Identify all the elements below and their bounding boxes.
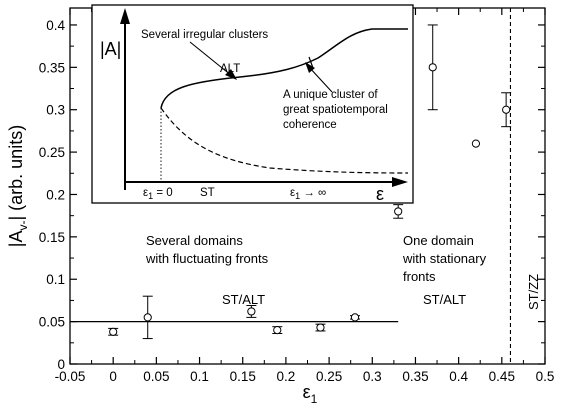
data-point	[501, 92, 512, 128]
inset-label-eps-zero: ε1 = 0	[143, 187, 173, 201]
inset-chart: |A| ε Several irregular clusters ALT A u…	[91, 4, 414, 204]
x-tick-label: 0.25	[316, 369, 342, 384]
data-point	[427, 24, 438, 111]
y-tick-label: 0.2	[46, 187, 65, 202]
x-tick-label: 0.2	[277, 369, 296, 384]
annotation-st-zz: ST/ZZ	[526, 274, 541, 310]
y-tick-label: 0.1	[46, 272, 65, 287]
data-point	[471, 139, 481, 148]
y-tick-label: 0.4	[46, 18, 65, 33]
inset-y-arrow	[120, 8, 130, 24]
y-axis-label-rest: | (arb. units)	[6, 125, 26, 221]
point-marker	[273, 325, 282, 335]
inset-unique-arrowhead	[305, 62, 315, 73]
data-point	[246, 305, 257, 318]
inset-clusters-arrowhead	[225, 69, 237, 80]
point-marker	[109, 327, 118, 336]
x-tick-label: 0.5	[536, 369, 555, 384]
inset-alt-curve	[160, 28, 408, 109]
y-tick-label: 0.15	[39, 230, 65, 245]
inset-label-st: ST	[200, 187, 215, 199]
annotation-fluctuating-fronts: with fluctuating fronts	[145, 251, 269, 266]
data-point	[315, 323, 326, 332]
annotation-one-domain: One domain	[403, 233, 474, 248]
y-axis-label-main: |A	[6, 231, 26, 248]
inset-label-unique-1: A unique cluster of	[283, 89, 378, 101]
inset-label-eps-zero-rest: = 0	[153, 187, 173, 199]
annotation-stationary: with stationary	[402, 251, 487, 266]
y-axis-label-sub: v-	[16, 221, 30, 231]
inset-clusters-arrow	[189, 41, 233, 77]
inset-label-eps-inf-rest: → ∞	[300, 187, 326, 199]
point-marker	[428, 63, 437, 72]
point-marker	[502, 105, 511, 114]
y-tick-label: 0	[57, 357, 65, 372]
x-axis-label: ε1	[303, 382, 318, 406]
data-point	[272, 325, 283, 335]
x-tick-label: 0.15	[230, 369, 256, 384]
point-marker	[247, 307, 256, 316]
x-axis-label-sub: 1	[311, 392, 318, 406]
x-axis-label-main: ε	[303, 382, 311, 402]
inset-label-unique-2: great spatiotemporal	[283, 104, 388, 116]
data-point	[350, 313, 360, 322]
inset-label-eps-inf-main: ε	[290, 187, 295, 199]
y-tick-label: 0.25	[39, 145, 65, 160]
point-marker	[471, 139, 481, 148]
y-tick-label: 0.05	[39, 315, 65, 330]
point-marker	[394, 207, 403, 216]
inset-y-label: |A|	[100, 39, 121, 59]
inset-label-unique-3: coherence	[283, 119, 337, 131]
x-tick-label: 0.3	[363, 369, 382, 384]
y-tick-label: 0.35	[39, 60, 65, 75]
annotation-fronts: fronts	[403, 269, 436, 284]
inset-transition-tick	[308, 56, 314, 69]
inset-x-arrow	[392, 177, 408, 187]
point-marker	[350, 313, 360, 322]
data-point	[108, 327, 119, 336]
inset-frame	[91, 4, 414, 204]
y-tick-label: 0.3	[46, 103, 65, 118]
point-marker	[316, 323, 325, 332]
inset-label-eps-inf-sub: 1	[295, 191, 300, 201]
x-tick-label: 0.35	[402, 369, 428, 384]
inset-st-curve	[160, 107, 409, 174]
inset-x-label: ε	[376, 184, 384, 204]
x-tick-label: 0.45	[489, 369, 515, 384]
annotation-several-domains: Several domains	[146, 233, 243, 248]
x-tick-label: 0	[109, 369, 117, 384]
annotation-st-alt-right: ST/ALT	[423, 292, 466, 307]
x-tick-label: 0.1	[190, 369, 209, 384]
inset-label-eps-zero-sub: 1	[148, 191, 153, 201]
y-axis-ticks: 0 0.05 0.1 0.15 0.2 0.25 0.3 0.35 0.4	[39, 18, 545, 372]
inset-label-alt: ALT	[220, 63, 240, 75]
data-points	[108, 24, 512, 340]
inset-label-eps-inf: ε1 → ∞	[290, 187, 326, 201]
point-marker	[143, 313, 152, 322]
inset-label-eps-zero-main: ε	[143, 187, 148, 199]
x-tick-label: -0.05	[55, 369, 86, 384]
data-point	[142, 295, 153, 340]
x-tick-label: 0.4	[449, 369, 468, 384]
x-tick-label: 0.05	[143, 369, 169, 384]
y-axis-label: |Av-| (arb. units)	[6, 125, 30, 247]
inset-label-clusters: Several irregular clusters	[141, 29, 268, 41]
inset-unique-arrow	[308, 66, 333, 93]
data-point	[393, 204, 404, 219]
annotation-st-alt-left: ST/ALT	[222, 292, 265, 307]
